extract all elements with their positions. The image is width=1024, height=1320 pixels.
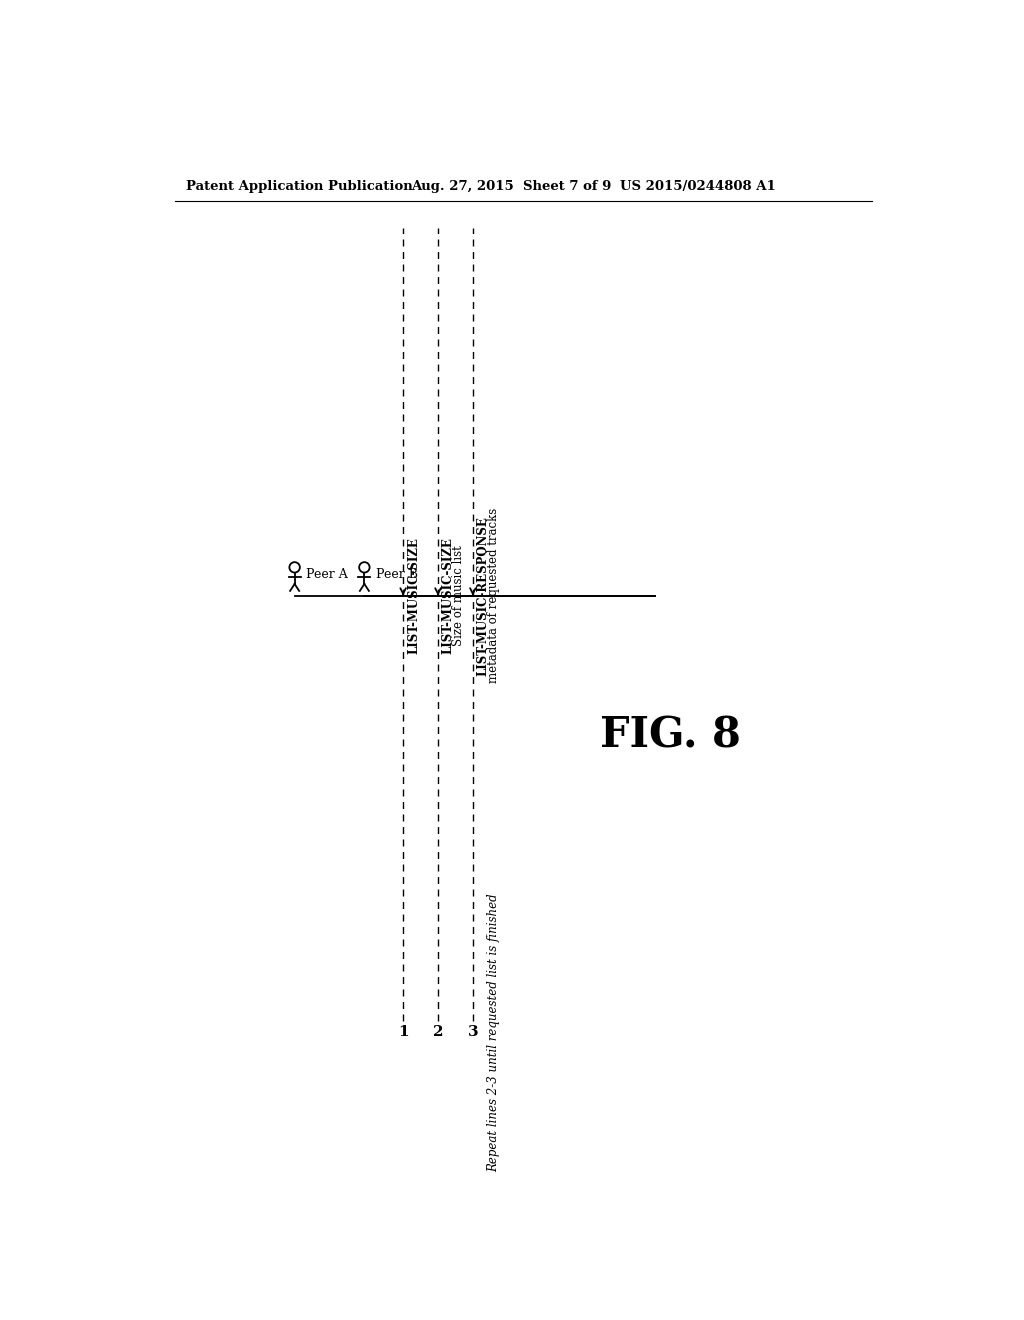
Text: 2: 2 — [433, 1026, 443, 1039]
Text: Peer B: Peer B — [376, 568, 418, 581]
Text: 3: 3 — [468, 1026, 478, 1039]
Text: US 2015/0244808 A1: US 2015/0244808 A1 — [621, 181, 776, 194]
Text: Patent Application Publication: Patent Application Publication — [186, 181, 413, 194]
Text: Repeat lines 2-3 until requested list is finished: Repeat lines 2-3 until requested list is… — [486, 894, 500, 1172]
Text: FIG. 8: FIG. 8 — [600, 715, 741, 756]
Text: Aug. 27, 2015  Sheet 7 of 9: Aug. 27, 2015 Sheet 7 of 9 — [411, 181, 611, 194]
Text: LIST-MUSIC-SIZE: LIST-MUSIC-SIZE — [407, 537, 420, 655]
Text: LIST-MUSIC-RESPONSE: LIST-MUSIC-RESPONSE — [477, 516, 489, 676]
Text: LIST-MUSIC-SIZE: LIST-MUSIC-SIZE — [442, 537, 455, 655]
Text: metadata of requested tracks: metadata of requested tracks — [486, 508, 500, 684]
Text: Size of music list: Size of music list — [452, 545, 465, 645]
Text: Peer A: Peer A — [306, 568, 348, 581]
Text: 1: 1 — [397, 1026, 409, 1039]
